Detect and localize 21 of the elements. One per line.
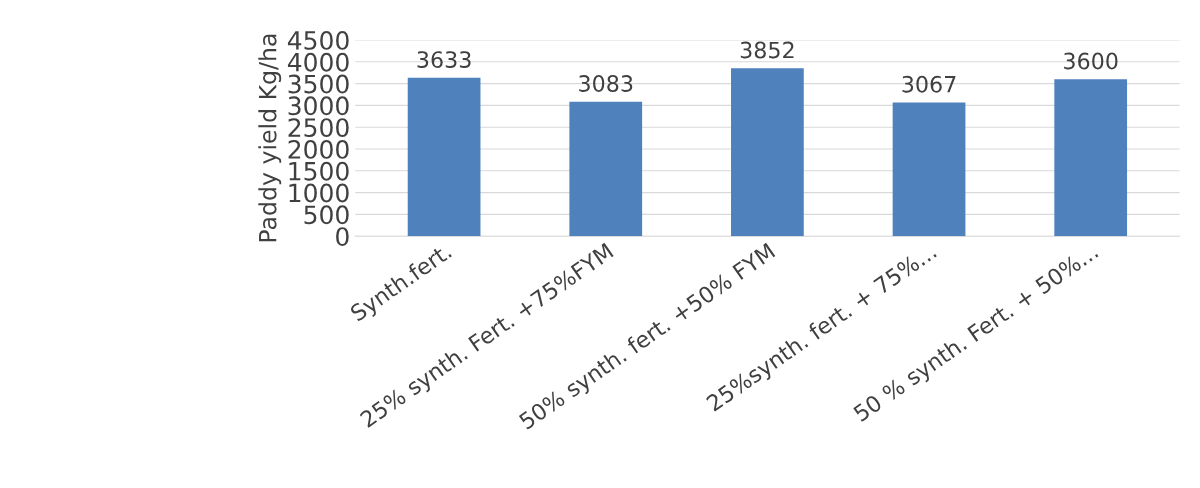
data-label: 3067 xyxy=(902,75,956,93)
data-label: 3852 xyxy=(740,41,794,59)
data-label: 3600 xyxy=(1064,52,1118,70)
y-tick-label: 500 xyxy=(304,205,349,225)
y-tick-label: 2000 xyxy=(288,139,349,159)
y-tick-label: 3000 xyxy=(288,96,349,116)
y-tick-label: 3500 xyxy=(288,74,349,94)
bar xyxy=(569,101,643,237)
bar xyxy=(731,68,804,237)
y-tick-label: 1000 xyxy=(289,183,349,203)
bar xyxy=(892,102,966,237)
y-tick-label: 4500 xyxy=(287,30,349,50)
bar xyxy=(407,77,481,237)
y-tick-label: 0 xyxy=(336,227,349,247)
y-tick-label: 4000 xyxy=(287,52,349,72)
y-tick-label: 1500 xyxy=(289,161,349,181)
y-axis-title: Paddy yield Kg/ha xyxy=(258,34,282,242)
data-label: 3083 xyxy=(579,75,633,92)
y-tick-label: 2500 xyxy=(288,118,349,138)
data-label: 3633 xyxy=(417,51,471,68)
bar xyxy=(1054,79,1128,237)
